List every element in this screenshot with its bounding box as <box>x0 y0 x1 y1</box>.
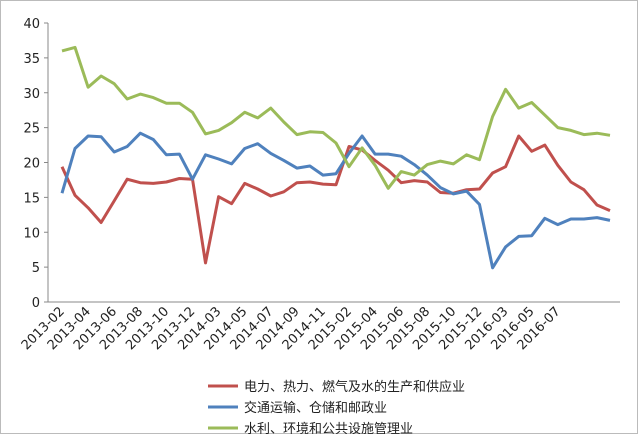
y-tick-label: 10 <box>23 226 40 241</box>
series-line <box>61 45 611 190</box>
y-tick-label: 25 <box>23 122 40 137</box>
y-tick-label: 35 <box>23 52 40 67</box>
y-tick-label: 0 <box>32 296 40 311</box>
legend-label: 交通运输、仓储和邮政业 <box>244 400 387 416</box>
y-tick-label: 15 <box>23 191 40 206</box>
y-tick-label: 5 <box>32 261 40 276</box>
series-line <box>60 131 611 270</box>
y-tick-label: 20 <box>23 157 40 172</box>
y-tick-label: 30 <box>23 87 40 102</box>
legend-label: 水利、环境和公共设施管理业 <box>244 422 413 434</box>
series-line <box>60 134 611 265</box>
legend-label: 电力、热力、燃气及水的生产和供应业 <box>244 379 465 395</box>
y-tick-label: 40 <box>23 17 40 32</box>
